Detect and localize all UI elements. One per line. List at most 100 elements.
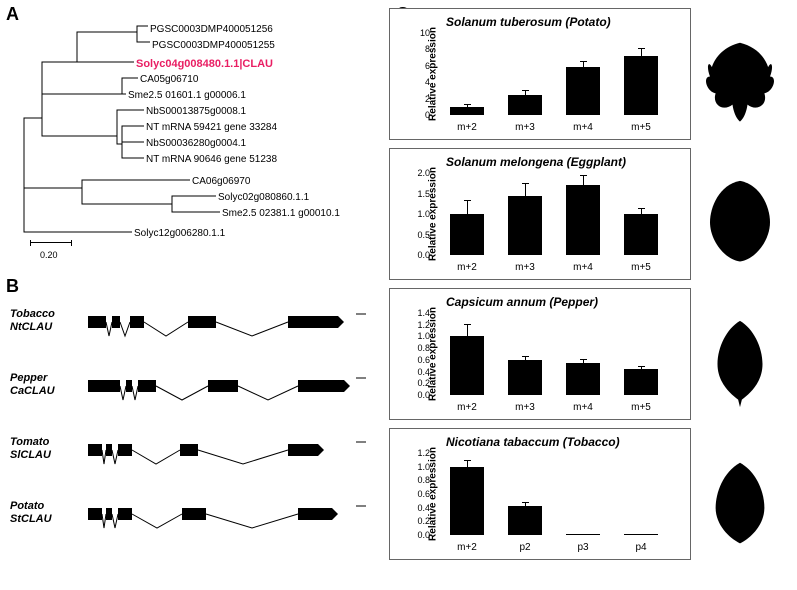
y-tick: 8 bbox=[412, 44, 430, 54]
y-tick: 0.6 bbox=[412, 489, 430, 499]
bar: p2 bbox=[508, 506, 542, 535]
tree-label: PGSC0003DMP400051255 bbox=[152, 40, 275, 51]
leaf-silhouette bbox=[704, 319, 776, 409]
bar: m+2 bbox=[450, 214, 484, 255]
tree-label: PGSC0003DMP400051256 bbox=[150, 24, 273, 35]
bar: m+3 bbox=[508, 360, 542, 395]
gene-name: PepperCaCLAU bbox=[10, 372, 55, 398]
y-tick: 6 bbox=[412, 61, 430, 71]
error-bar bbox=[467, 460, 468, 474]
x-tick-label: p3 bbox=[566, 542, 600, 553]
gene-name: PotatoStCLAU bbox=[10, 500, 52, 526]
error-bar bbox=[641, 48, 642, 64]
tree-label: NbS00036280g0004.1 bbox=[146, 138, 246, 149]
bar-chart: Solanum tuberosum (Potato)Relative expre… bbox=[389, 8, 691, 140]
x-tick-label: m+3 bbox=[508, 262, 542, 273]
chart-title: Solanum tuberosum (Potato) bbox=[446, 15, 611, 29]
plot-area: 0246810m+2m+3m+4m+5 bbox=[434, 33, 680, 115]
gene-row: TobaccoNtCLAU bbox=[10, 300, 380, 356]
gene-row: PepperCaCLAU bbox=[10, 364, 380, 420]
x-tick-label: m+5 bbox=[624, 402, 658, 413]
panel-letter-b: B bbox=[6, 276, 19, 297]
error-bar bbox=[467, 324, 468, 350]
y-tick: 1.0 bbox=[412, 331, 430, 341]
gene-diagram bbox=[88, 504, 368, 534]
tree-label: NbS00013875g0008.1 bbox=[146, 106, 246, 117]
bar: m+5 bbox=[624, 214, 658, 255]
bar: m+2 bbox=[450, 107, 484, 115]
gene-row: PotatoStCLAU bbox=[10, 492, 380, 548]
tree-scale-value: 0.20 bbox=[40, 250, 58, 260]
bar: p3 bbox=[566, 534, 600, 535]
bar: m+4 bbox=[566, 363, 600, 395]
gene-diagram bbox=[88, 376, 368, 406]
x-tick-label: m+3 bbox=[508, 402, 542, 413]
phylogenetic-tree: PGSC0003DMP400051256 PGSC0003DMP400051255… bbox=[22, 18, 382, 248]
leaf-icon bbox=[704, 459, 776, 549]
bar-chart: Solanum melongena (Eggplant)Relative exp… bbox=[389, 148, 691, 280]
y-tick: 1.2 bbox=[412, 320, 430, 330]
x-tick-label: m+4 bbox=[566, 402, 600, 413]
leaf-silhouette bbox=[704, 39, 776, 129]
gene-diagram bbox=[88, 312, 368, 342]
tree-label: NT mRNA 90646 gene 51238 bbox=[146, 154, 277, 165]
x-tick-label: m+2 bbox=[450, 542, 484, 553]
gene-row: TomatoSlCLAU bbox=[10, 428, 380, 484]
gene-structure-panel: TobaccoNtCLAU PepperCaCLAU TomatoSlCLAU Pot… bbox=[10, 300, 380, 556]
error-bar bbox=[467, 104, 468, 109]
y-tick: 0 bbox=[412, 110, 430, 120]
tree-label: NT mRNA 59421 gene 33284 bbox=[146, 122, 277, 133]
y-tick: 0.4 bbox=[412, 503, 430, 513]
plot-area: 0.00.20.40.60.81.01.21.4m+2m+3m+4m+5 bbox=[434, 313, 680, 395]
gene-diagram bbox=[88, 440, 368, 470]
leaf-silhouette bbox=[704, 179, 776, 269]
gene-name: TomatoSlCLAU bbox=[10, 436, 51, 462]
gene-name: TobaccoNtCLAU bbox=[10, 308, 55, 334]
tree-scale-bar bbox=[30, 242, 72, 243]
y-tick: 0.2 bbox=[412, 378, 430, 388]
bar: m+2 bbox=[450, 336, 484, 395]
y-tick: 0.8 bbox=[412, 343, 430, 353]
error-bar bbox=[583, 175, 584, 196]
error-bar bbox=[641, 366, 642, 372]
x-tick-label: p2 bbox=[508, 542, 542, 553]
y-tick: 1.0 bbox=[412, 209, 430, 219]
y-tick: 4 bbox=[412, 77, 430, 87]
y-tick: 0.8 bbox=[412, 475, 430, 485]
tree-label: Sme2.5 02381.1 g00010.1 bbox=[222, 208, 340, 219]
y-tick: 2.0 bbox=[412, 168, 430, 178]
x-tick-label: m+2 bbox=[450, 262, 484, 273]
bar: m+3 bbox=[508, 196, 542, 255]
plot-area: 0.00.51.01.52.0m+2m+3m+4m+5 bbox=[434, 173, 680, 255]
chart-title: Nicotiana tabaccum (Tobacco) bbox=[446, 435, 620, 449]
error-bar bbox=[525, 502, 526, 510]
y-tick: 0.4 bbox=[412, 367, 430, 377]
y-tick: 2 bbox=[412, 94, 430, 104]
y-tick: 1.2 bbox=[412, 448, 430, 458]
y-tick: 0.0 bbox=[412, 530, 430, 540]
x-tick-label: m+3 bbox=[508, 122, 542, 133]
leaf-icon bbox=[704, 179, 776, 269]
y-tick: 1.4 bbox=[412, 308, 430, 318]
x-tick-label: m+4 bbox=[566, 262, 600, 273]
y-tick: 0.5 bbox=[412, 230, 430, 240]
x-tick-label: m+4 bbox=[566, 122, 600, 133]
bar: m+5 bbox=[624, 369, 658, 395]
x-tick-label: m+5 bbox=[624, 262, 658, 273]
y-tick: 0.2 bbox=[412, 516, 430, 526]
error-bar bbox=[583, 61, 584, 74]
leaf-icon bbox=[704, 39, 776, 129]
bar: m+2 bbox=[450, 467, 484, 535]
plot-area: 0.00.20.40.60.81.01.2m+2p2p3p4 bbox=[434, 453, 680, 535]
y-tick: 10 bbox=[412, 28, 430, 38]
error-bar bbox=[525, 356, 526, 364]
error-bar bbox=[583, 359, 584, 367]
error-bar bbox=[641, 208, 642, 220]
chart-panel: Solanum tuberosum (Potato)Relative expre… bbox=[389, 8, 789, 568]
x-tick-label: p4 bbox=[624, 542, 658, 553]
leaf-icon bbox=[704, 319, 776, 409]
x-tick-label: m+5 bbox=[624, 122, 658, 133]
tree-label: CA05g06710 bbox=[140, 74, 198, 85]
leaf-silhouette bbox=[704, 459, 776, 549]
bar-chart: Nicotiana tabaccum (Tobacco)Relative exp… bbox=[389, 428, 691, 560]
